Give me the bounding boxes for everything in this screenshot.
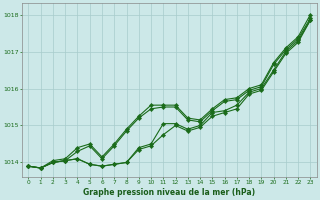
- X-axis label: Graphe pression niveau de la mer (hPa): Graphe pression niveau de la mer (hPa): [83, 188, 255, 197]
